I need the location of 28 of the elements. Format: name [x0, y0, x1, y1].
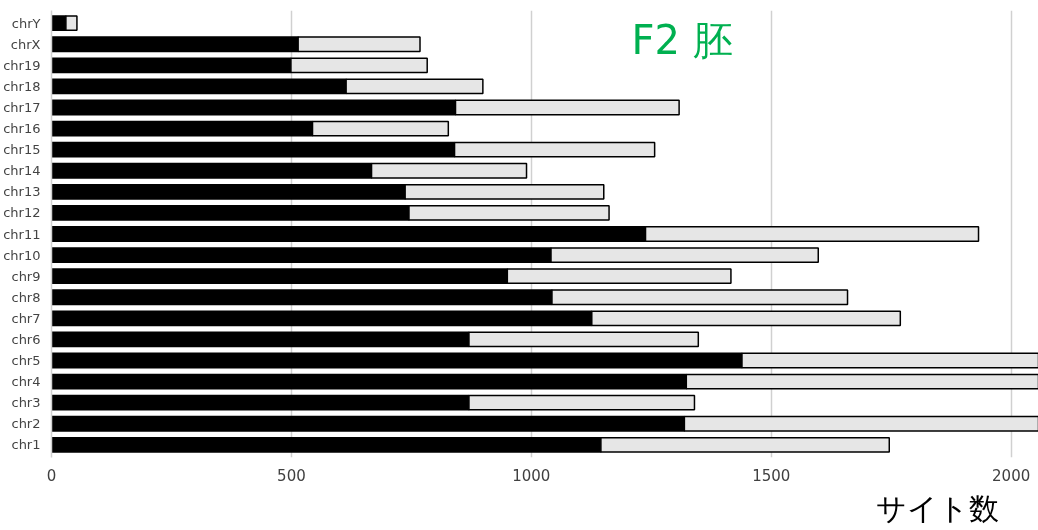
y-tick-label: chr2	[11, 416, 41, 432]
y-tick-label: chr13	[3, 184, 41, 200]
chart-title: F2 胚	[631, 16, 733, 63]
x-tick-label: 1000	[512, 466, 551, 485]
x-tick-label: 500	[277, 466, 306, 485]
y-tick-label: chr18	[3, 78, 41, 94]
y-tick-label: chr5	[11, 353, 41, 369]
y-tick-label: chr4	[11, 374, 41, 390]
y-tick-label: chr9	[11, 268, 41, 284]
x-tick-label: 1500	[752, 466, 791, 485]
y-tick-label: chr17	[3, 99, 41, 115]
y-tick-label: chr16	[3, 121, 41, 137]
x-axis-title: サイト数	[875, 490, 999, 526]
x-tick-label: 2000	[992, 466, 1031, 485]
y-tick-label: chr12	[3, 205, 41, 221]
y-tick-label: chr3	[11, 395, 41, 411]
y-tick-label: chrX	[10, 36, 41, 52]
y-tick-label: chr8	[11, 289, 41, 305]
y-tick-label: chr7	[11, 310, 41, 326]
y-tick-label: chr11	[3, 226, 41, 242]
y-tick-label: chr6	[11, 331, 41, 347]
y-tick-label: chr1	[11, 437, 41, 453]
y-tick-label: chrY	[11, 15, 41, 31]
x-tick-label: 0	[46, 466, 57, 485]
y-tick-label: chr19	[3, 57, 41, 73]
y-tick-label: chr15	[3, 142, 41, 158]
y-tick-label: chr14	[3, 163, 41, 179]
y-tick-label: chr10	[3, 247, 41, 263]
